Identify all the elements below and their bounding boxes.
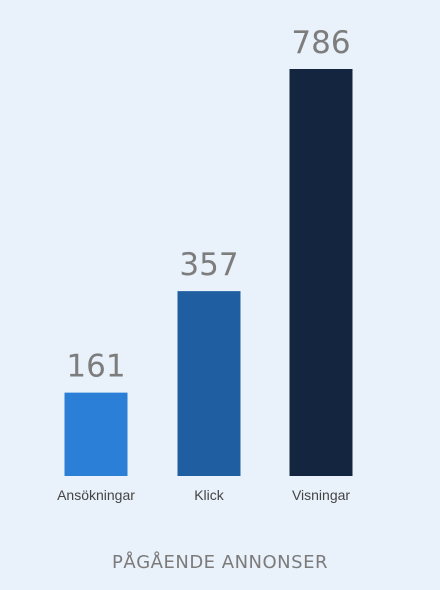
chart-title: PÅGÅENDE ANNONSER bbox=[112, 552, 328, 573]
category-labels-group: Ansökningar Klick Visningar bbox=[57, 487, 350, 503]
bar-klick bbox=[177, 291, 241, 476]
value-label: 357 bbox=[179, 247, 238, 283]
value-label: 786 bbox=[291, 25, 350, 61]
bar-visningar bbox=[289, 69, 353, 476]
category-label: Ansökningar bbox=[57, 487, 135, 503]
bar-ansökningar bbox=[64, 392, 128, 476]
category-label: Klick bbox=[194, 487, 225, 503]
bars-group bbox=[64, 69, 353, 476]
value-labels-group: 161 357 786 bbox=[66, 25, 350, 385]
value-label: 161 bbox=[66, 349, 125, 385]
category-label: Visningar bbox=[292, 487, 350, 503]
